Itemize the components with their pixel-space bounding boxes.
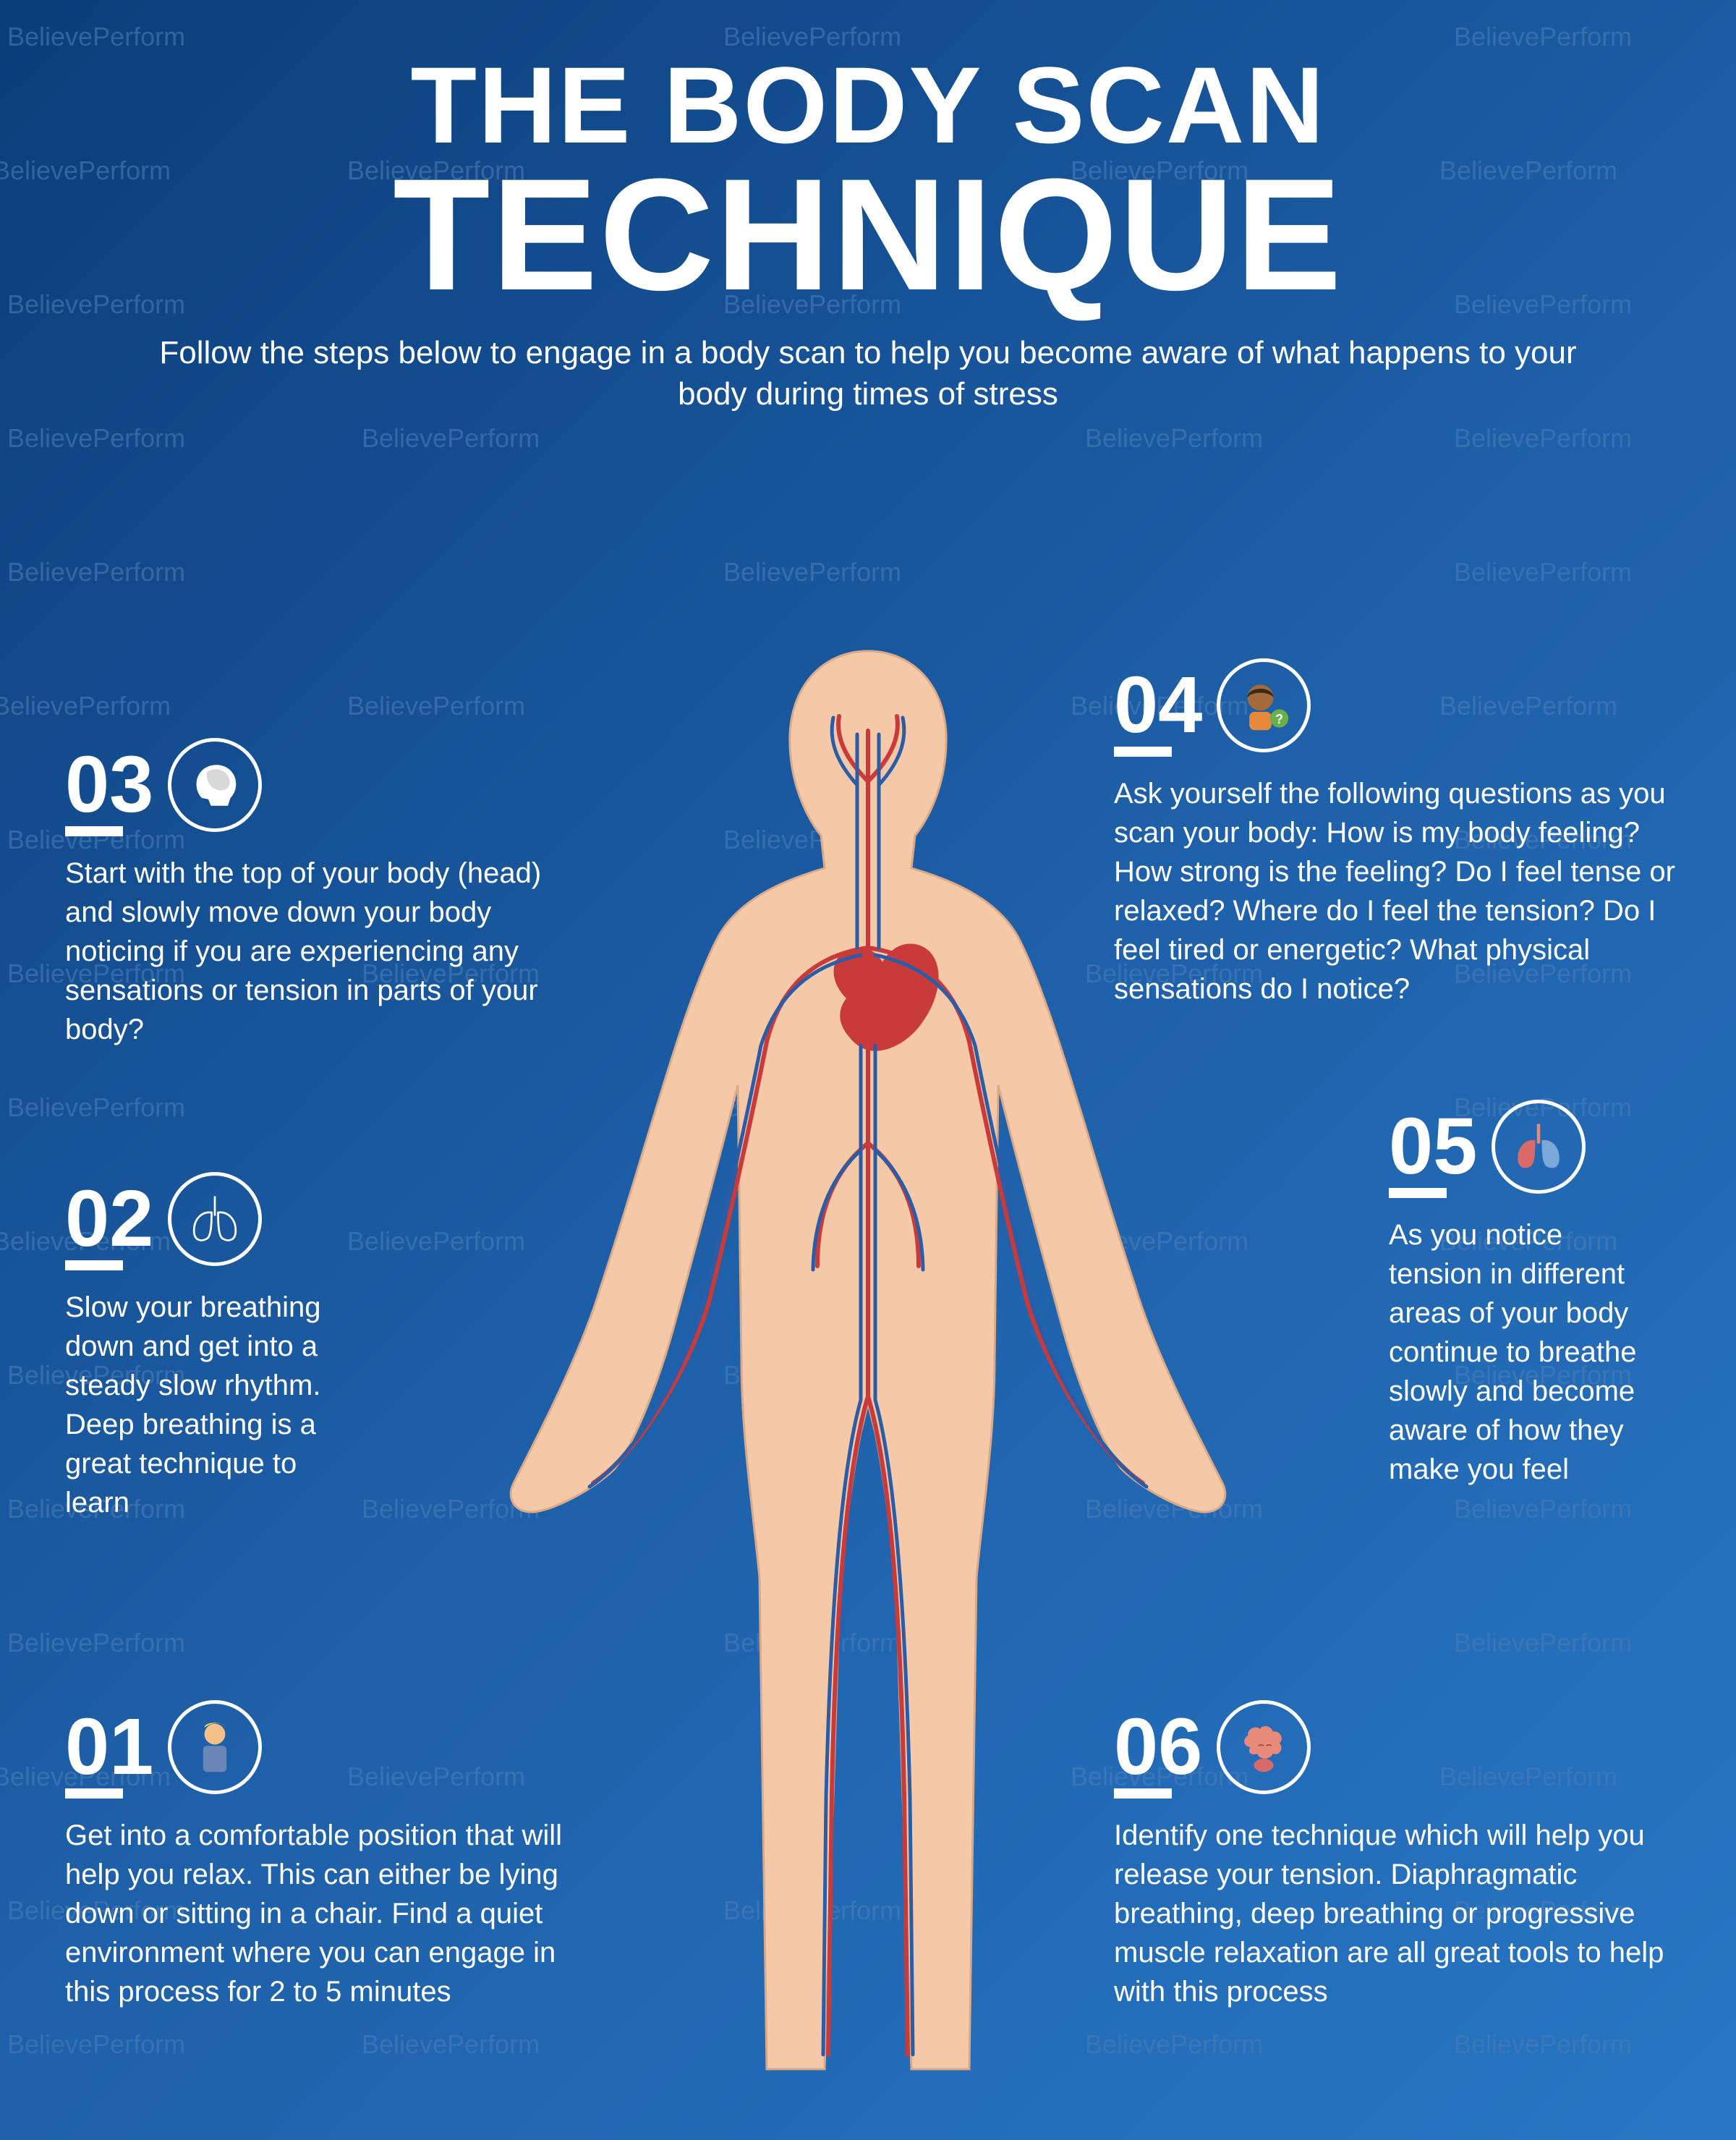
title-line-2: TECHNIQUE xyxy=(0,159,1736,310)
infographic-content: THE BODY SCAN TECHNIQUE Follow the steps… xyxy=(0,0,1736,2140)
lungs-outline-icon xyxy=(168,1172,262,1266)
step-05: 05 As you notice tension in different ar… xyxy=(1389,1100,1664,1489)
step-03: 03 Start with the top of your body (head… xyxy=(65,738,586,1049)
step-06-header: 06 xyxy=(1114,1700,1678,1794)
step-06-number: 06 xyxy=(1114,1707,1202,1787)
step-06-text: Identify one technique which will help y… xyxy=(1114,1816,1678,2011)
step-03-number: 03 xyxy=(65,745,153,825)
step-02-text: Slow your breathing down and get into a … xyxy=(65,1288,326,1522)
step-05-number: 05 xyxy=(1389,1107,1477,1186)
step-06: 06 Identify one technique which will hel… xyxy=(1114,1700,1678,2011)
subtitle: Follow the steps below to engage in a bo… xyxy=(0,332,1736,415)
step-01-text: Get into a comfortable position that wil… xyxy=(65,1816,586,2011)
title-line-1: THE BODY SCAN xyxy=(0,51,1736,159)
step-05-text: As you notice tension in different areas… xyxy=(1389,1215,1664,1489)
step-01: 01 Get into a comfortable position that … xyxy=(65,1700,586,2011)
step-02-number: 02 xyxy=(65,1179,153,1259)
arteries xyxy=(593,716,1143,2055)
seated-person-icon xyxy=(168,1700,262,1794)
thinking-person-icon: ? xyxy=(1217,658,1311,752)
svg-text:?: ? xyxy=(1275,712,1283,726)
step-04-number: 04 xyxy=(1114,666,1202,745)
step-01-header: 01 xyxy=(65,1700,586,1794)
step-04-header: 04 ? xyxy=(1114,658,1678,752)
step-04-text: Ask yourself the following questions as … xyxy=(1114,774,1678,1009)
meditation-brain-icon xyxy=(1217,1700,1311,1794)
lungs-colored-icon xyxy=(1492,1100,1586,1194)
step-05-header: 05 xyxy=(1389,1100,1664,1194)
step-04: 04 ? Ask yourself the following question… xyxy=(1114,658,1678,1009)
main-title: THE BODY SCAN TECHNIQUE xyxy=(0,0,1736,310)
step-01-number: 01 xyxy=(65,1707,153,1787)
head-brain-icon xyxy=(168,738,262,832)
step-03-header: 03 xyxy=(65,738,586,832)
step-03-text: Start with the top of your body (head) a… xyxy=(65,854,586,1049)
step-02-header: 02 xyxy=(65,1172,326,1266)
step-02: 02 Slow your breathing down and get into… xyxy=(65,1172,326,1522)
